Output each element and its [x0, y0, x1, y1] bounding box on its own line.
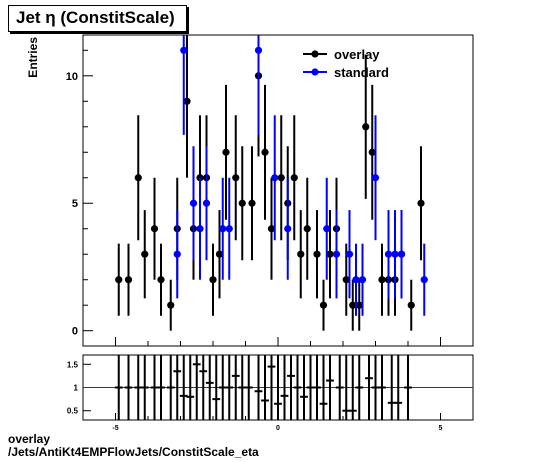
overlay-point: [232, 174, 240, 182]
overlay-point: [277, 174, 285, 182]
caption-line-2: /Jets/AntiKt4EMPFlowJets/ConstitScale_et…: [8, 445, 259, 459]
standard-point: [173, 250, 181, 258]
main-y-axis-label: Entries: [26, 37, 40, 78]
ratio-x-tick-label: 5: [439, 425, 443, 432]
overlay-point: [342, 276, 350, 284]
caption: overlay /Jets/AntiKt4EMPFlowJets/Constit…: [8, 433, 259, 459]
standard-point: [180, 46, 188, 54]
overlay-point: [238, 199, 246, 207]
overlay-point: [313, 250, 321, 258]
main-y-tick-label: 0: [72, 326, 78, 338]
standard-point: [323, 225, 331, 233]
overlay-point: [326, 250, 334, 258]
standard-point: [284, 225, 292, 233]
overlay-point: [368, 148, 376, 156]
standard-point: [384, 250, 393, 258]
overlay-point: [297, 250, 305, 258]
standard-point: [345, 250, 354, 258]
standard-point: [271, 174, 279, 182]
main-y-tick-label: 10: [66, 71, 78, 83]
overlay-point: [115, 276, 123, 284]
overlay-point: [355, 301, 363, 309]
overlay-point: [248, 199, 256, 207]
standard-point: [391, 250, 399, 258]
standard-point: [225, 225, 233, 233]
main-y-tick-label: 5: [72, 198, 78, 210]
overlay-point: [362, 123, 370, 131]
title-box: Jet η (ConstitScale): [8, 5, 187, 32]
ratio-x-tick-label: -5: [112, 425, 118, 432]
overlay-point: [209, 276, 217, 284]
legend-overlay-label: overlay: [334, 47, 380, 62]
standard-point: [397, 250, 406, 258]
overlay-point: [157, 276, 165, 284]
chart-title: Jet η (ConstitScale): [16, 8, 175, 27]
overlay-point: [222, 148, 230, 156]
ratio-y-tick-label: 1: [74, 384, 79, 393]
overlay-point: [141, 250, 149, 258]
overlay-point: [196, 174, 204, 182]
legend-standard-label: standard: [334, 65, 389, 80]
ratio-y-tick-label: 0.5: [67, 407, 79, 416]
overlay-point: [134, 174, 142, 182]
main-plot-frame: [82, 34, 474, 347]
standard-point: [189, 199, 198, 207]
overlay-point: [150, 225, 159, 233]
caption-line-1: overlay: [8, 432, 51, 446]
standard-point: [202, 199, 211, 207]
standard-point: [254, 46, 263, 54]
overlay-point: [167, 301, 175, 309]
standard-point: [358, 276, 367, 284]
ratio-x-tick-label: 0: [276, 425, 280, 432]
ratio-y-tick-label: 1.5: [67, 360, 79, 369]
overlay-point: [407, 301, 415, 309]
overlay-point: [417, 199, 425, 207]
overlay-point: [319, 301, 328, 309]
standard-point: [352, 276, 360, 284]
standard-point: [219, 225, 227, 233]
overlay-point: [267, 225, 276, 233]
overlay-point: [303, 225, 311, 233]
standard-point: [196, 225, 204, 233]
overlay-point: [261, 148, 269, 156]
overlay-point: [183, 97, 191, 105]
standard-point: [332, 250, 341, 258]
legend-overlay-marker: [311, 50, 319, 58]
standard-point: [371, 174, 380, 182]
legend-standard-marker: [311, 68, 319, 76]
overlay-point: [349, 301, 357, 309]
overlay-point: [215, 250, 224, 258]
overlay-point: [124, 276, 133, 284]
overlay-point: [378, 276, 386, 284]
standard-point: [420, 276, 428, 284]
overlay-point: [290, 174, 298, 182]
